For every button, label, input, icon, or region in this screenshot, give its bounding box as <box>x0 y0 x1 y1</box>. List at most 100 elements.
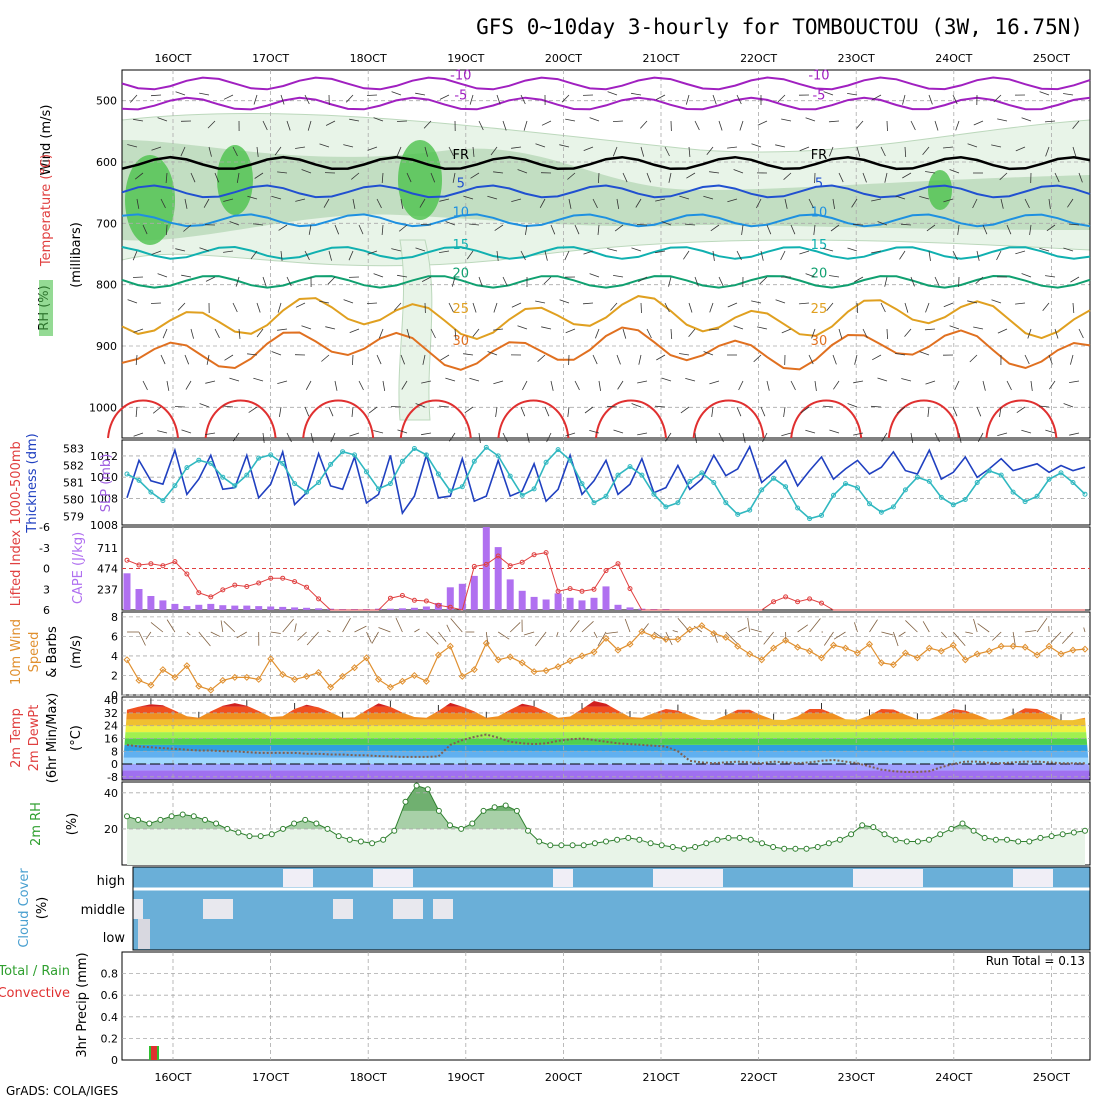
wind-barb <box>709 171 720 174</box>
wind-barb <box>277 328 288 331</box>
wind-barb <box>589 430 600 434</box>
top-time-label: 24OCT <box>935 52 972 65</box>
wind-barb <box>319 143 330 148</box>
wind-barb <box>973 618 978 633</box>
wind-barb <box>321 354 330 362</box>
wind-barb <box>1070 354 1074 365</box>
rh-point <box>224 825 231 832</box>
wind-barb <box>688 328 696 337</box>
slp-point <box>687 478 693 484</box>
wind-barb <box>606 631 619 634</box>
wind-barb <box>223 198 234 202</box>
wind-barb <box>612 146 618 157</box>
li-point <box>172 559 178 565</box>
wind-barb <box>277 380 288 384</box>
rh-point <box>202 816 208 823</box>
wind-barb <box>397 429 408 434</box>
wind-barb <box>253 94 258 105</box>
rh-point <box>992 836 999 843</box>
wind-barb <box>253 223 264 226</box>
isotherm-line <box>121 96 1091 111</box>
wind-barb <box>612 120 624 122</box>
wind-speed-point <box>243 673 251 681</box>
rh-point <box>859 822 866 829</box>
top-time-label: 23OCT <box>838 52 875 65</box>
isotherm-label: -10 <box>808 68 829 83</box>
isotherm-label: 5 <box>457 176 465 191</box>
ylabel-minmax: (6hr Min/Max) <box>45 693 60 783</box>
wind-barb <box>478 120 484 131</box>
bottom-time-label: 23OCT <box>838 1071 875 1084</box>
wind-barb <box>543 276 552 285</box>
wind-barb <box>617 380 624 390</box>
wind-barb <box>751 300 762 304</box>
wind-barb <box>992 631 1002 641</box>
wind-speed-point <box>1069 646 1077 654</box>
rh-point <box>413 782 420 789</box>
wind-speed-line <box>126 625 1086 691</box>
wind-barb <box>668 276 672 287</box>
rh-point <box>703 840 710 847</box>
temp-bands <box>122 701 1090 780</box>
temp-tick-label: 0 <box>111 758 118 771</box>
wind-speed-point <box>566 657 574 665</box>
wind-barb <box>854 622 858 633</box>
wind-barb <box>464 406 474 414</box>
wind-barb <box>301 325 312 330</box>
wind-barb <box>323 198 330 208</box>
wind-barb <box>967 143 978 148</box>
wind-barb <box>829 429 840 434</box>
wind-barb <box>622 328 627 339</box>
precip-tick-label: 0.4 <box>101 1011 119 1024</box>
wind-barb <box>880 146 886 157</box>
high-cloud-gap <box>373 869 413 887</box>
li-point <box>208 594 214 600</box>
rh-point <box>547 842 554 849</box>
wind-barb <box>286 432 292 443</box>
li-tick-label: 6 <box>43 604 50 617</box>
wind-barb <box>684 223 696 226</box>
wind-barb <box>756 198 762 209</box>
wind-tick-label: 6 <box>111 630 118 643</box>
cape-bar <box>386 608 394 610</box>
wind-barb <box>925 171 936 174</box>
wind-barb <box>559 299 570 304</box>
wind-barb <box>854 276 864 283</box>
wind-barb <box>997 432 1008 436</box>
rh-point <box>948 825 955 832</box>
top-time-label: 16OCT <box>154 52 191 65</box>
wind-barb <box>382 380 386 391</box>
temp-color-band <box>122 757 1090 765</box>
wind-barb <box>150 302 162 304</box>
wind-barb <box>280 94 285 105</box>
cape-bar <box>207 603 215 610</box>
wind-barb <box>958 432 962 443</box>
wind-barb <box>881 631 894 636</box>
wind-barb <box>718 276 724 287</box>
wind-barb <box>352 198 356 209</box>
wind-barb <box>805 273 816 278</box>
cape-bar <box>554 593 562 610</box>
li-point <box>819 600 824 606</box>
wind-barb <box>832 198 835 209</box>
wind-barb <box>463 353 474 356</box>
slp-point <box>723 500 729 506</box>
rh-point <box>257 833 264 840</box>
wind-barb <box>203 198 210 208</box>
wind-barb <box>520 94 526 105</box>
wind-barb <box>943 302 954 308</box>
wind-barb <box>829 146 834 157</box>
rh-point <box>825 840 832 847</box>
wind-barb <box>469 94 474 105</box>
wind-barb <box>214 172 220 183</box>
slp-point <box>232 483 238 489</box>
wind-barb <box>208 146 212 157</box>
dewpoint-line <box>126 733 1085 773</box>
temp-tick-label: 24 <box>104 720 118 733</box>
wind-barb <box>584 406 594 414</box>
wind-barb <box>366 94 378 96</box>
wind-barb <box>310 432 314 443</box>
precip-tick-label: 0.8 <box>101 968 119 981</box>
wind-barb <box>539 198 546 208</box>
